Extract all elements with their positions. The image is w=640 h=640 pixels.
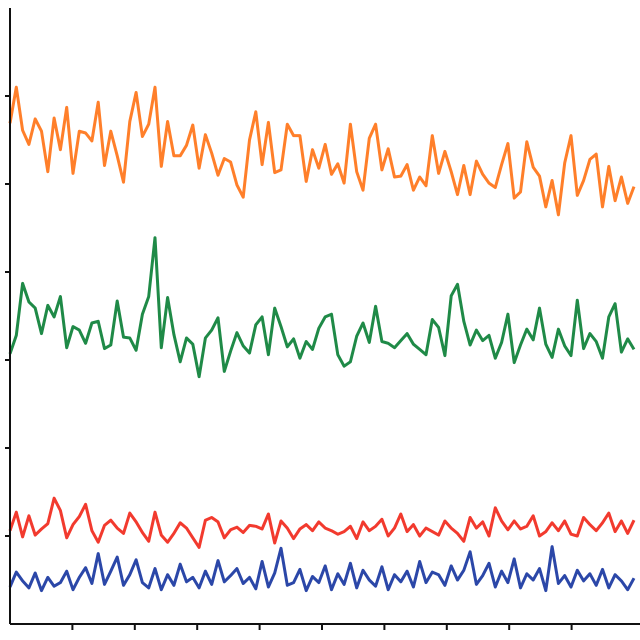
y-ticks — [5, 95, 10, 537]
axes-layer — [5, 8, 640, 630]
series-line-2 — [8, 236, 636, 379]
series-line-4 — [8, 545, 636, 593]
series-layer — [8, 85, 636, 593]
x-ticks — [71, 624, 573, 630]
series-line-1 — [8, 85, 636, 217]
series-line-3 — [8, 496, 636, 549]
